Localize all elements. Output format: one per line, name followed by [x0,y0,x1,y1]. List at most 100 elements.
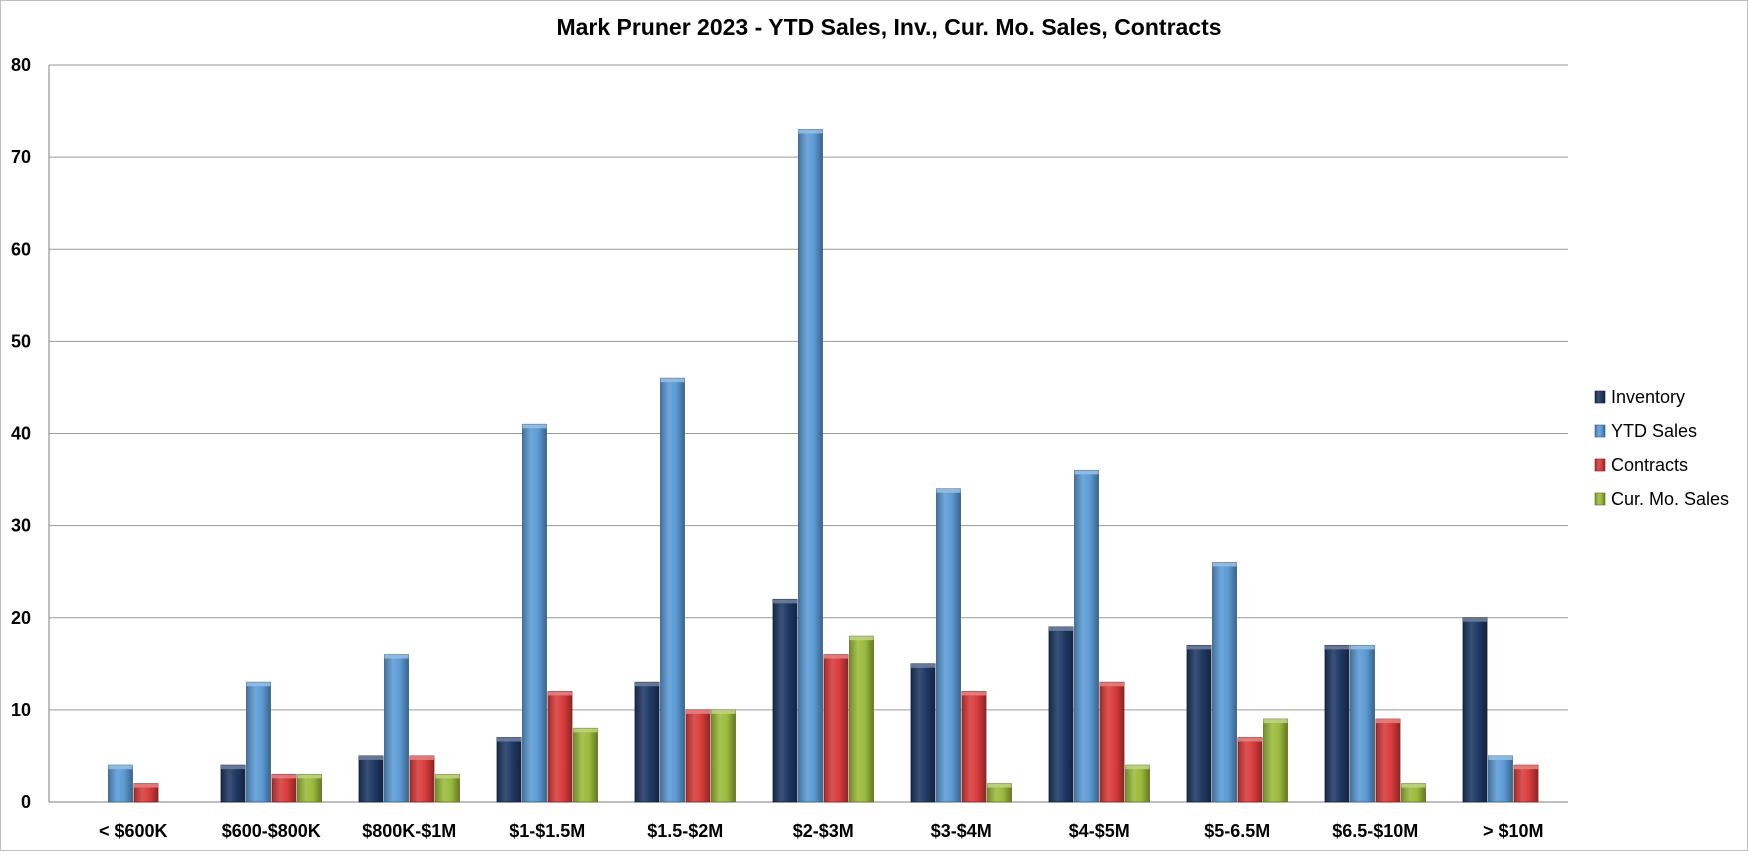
legend-swatch [1594,390,1606,404]
bar-inventory [634,681,660,803]
bar-cap [911,663,935,668]
legend-label: YTD Sales [1611,421,1697,441]
bar-contracts [547,691,573,803]
bar-contracts [271,773,297,803]
x-tick-label: $4-$5M [1069,821,1130,841]
bar-cap [1514,765,1538,770]
bar-cap [410,755,434,760]
y-tick-label: 20 [11,608,31,628]
x-tick-label: < $600K [99,821,168,841]
legend-swatch [1594,458,1606,472]
legend-label: Cur. Mo. Sales [1611,489,1729,509]
bar-contracts [1375,718,1401,803]
y-tick-label: 0 [21,792,31,812]
bar-cur-mo-sales [849,635,874,803]
bar-cap [1376,719,1400,724]
bar-cap [798,129,823,134]
x-tick-label: $3-$4M [931,821,992,841]
bar-cap [221,765,245,770]
bar-inventory [358,755,384,803]
bar-cur-mo-sales [297,773,322,803]
bar-cap [573,728,598,733]
legend-label: Contracts [1611,455,1688,475]
bar-cap [1401,783,1426,788]
bar-cap [711,709,736,714]
bar-cap [1187,645,1211,650]
bar-cap [1463,617,1487,622]
bar-inventory [910,663,936,803]
bar-cap [297,774,322,779]
bar-ytd-sales [798,129,823,803]
bar-cap [773,599,797,604]
bar-cap [936,488,961,493]
bar-ytd-sales [1350,644,1375,803]
x-tick-label: > $10M [1483,821,1544,841]
bar-cap [635,682,659,687]
bars [108,129,1539,803]
bar-cap [359,755,383,760]
bar-ytd-sales [1488,755,1513,803]
bar-cap [1049,626,1073,631]
x-axis-ticks: < $600K $600-$800K $800K-$1M $1-$1.5M $1.5-$… [99,821,1544,841]
bar-ytd-sales [1074,469,1099,803]
bar-cur-mo-sales [435,773,460,803]
legend: Inventory YTD Sales Contracts Cur. Mo. Sale… [1594,387,1729,509]
bar-cap [548,691,572,696]
bar-inventory [772,598,798,803]
bar-cap [660,378,685,383]
bar-cap [1263,719,1288,724]
bar-inventory [220,764,246,803]
bar-inventory [1324,644,1350,803]
legend-swatch [1594,492,1606,506]
x-tick-label: $6.5-$10M [1332,821,1418,841]
bar-cap [1100,682,1124,687]
bar-cap [1488,755,1513,760]
bar-ytd-sales [1212,562,1237,803]
y-tick-label: 70 [11,147,31,167]
bar-cap [246,682,271,687]
bar-contracts [1099,681,1125,803]
x-tick-label: $2-$3M [793,821,854,841]
bar-cur-mo-sales [1263,718,1288,803]
bar-cap [497,737,521,742]
bar-cur-mo-sales [711,709,736,803]
bar-cap [384,654,409,659]
y-tick-label: 80 [11,55,31,75]
bar-inventory [1462,617,1488,803]
bar-contracts [961,691,987,803]
y-tick-label: 40 [11,424,31,444]
bar-ytd-sales [108,764,133,803]
bar-cap [962,691,986,696]
chart-title: Mark Pruner 2023 - YTD Sales, Inv., Cur.… [556,14,1221,40]
bar-cap [1125,765,1150,770]
y-tick-label: 50 [11,331,31,351]
y-tick-label: 10 [11,700,31,720]
bar-contracts [823,654,849,803]
legend-swatch [1594,424,1606,438]
bar-ytd-sales [660,377,685,803]
y-tick-label: 60 [11,239,31,259]
bar-cur-mo-sales [1125,764,1150,803]
bar-cap [134,783,158,788]
x-tick-label: $600-$800K [222,821,321,841]
bar-cap [824,654,848,659]
bar-ytd-sales [936,488,961,803]
x-tick-label: $800K-$1M [362,821,456,841]
bar-contracts [685,709,711,803]
bar-cap [1350,645,1375,650]
bar-ytd-sales [384,654,409,803]
bar-cap [108,765,133,770]
bar-ytd-sales [522,423,547,803]
x-tick-label: $1.5-$2M [647,821,723,841]
y-tick-label: 30 [11,516,31,536]
bar-cap [686,709,710,714]
bar-inventory [1048,626,1074,803]
bar-cap [1074,470,1099,475]
legend-label: Inventory [1611,387,1685,407]
bar-cap [272,774,296,779]
bar-contracts [409,755,435,803]
bar-inventory [496,737,522,803]
x-tick-label: $5-6.5M [1204,821,1270,841]
